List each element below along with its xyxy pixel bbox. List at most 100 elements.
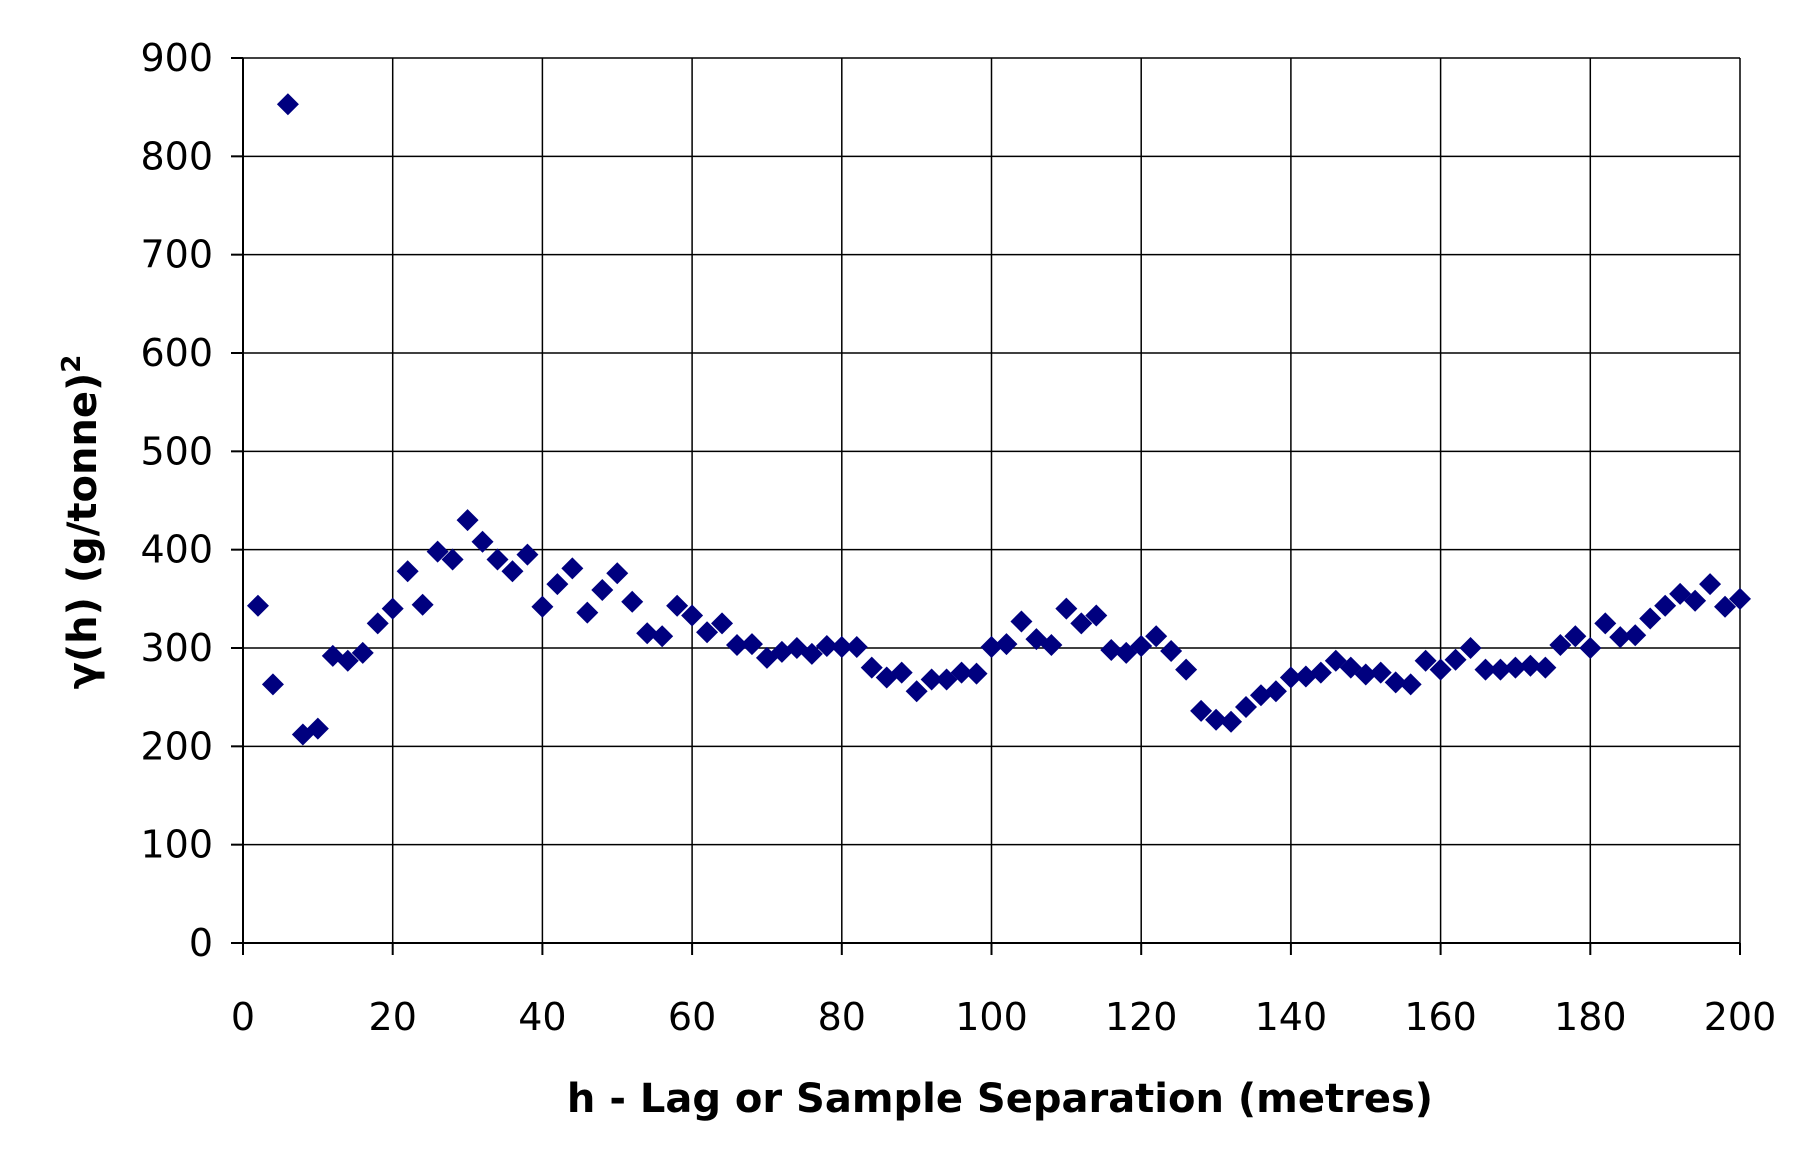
data-point	[1714, 595, 1737, 618]
data-point	[591, 578, 614, 601]
data-point	[261, 673, 284, 696]
x-tick-label: 20	[369, 995, 417, 1039]
data-point	[666, 594, 689, 617]
data-point	[636, 622, 659, 645]
data-point	[1369, 661, 1392, 684]
y-axis-title-main: γ(h) (g/tonne)	[60, 373, 106, 690]
y-tick-label: 900	[140, 36, 213, 80]
data-point	[830, 636, 853, 659]
data-point	[1070, 612, 1093, 635]
data-point	[1729, 587, 1751, 610]
data-points	[246, 93, 1751, 746]
data-point	[1264, 680, 1287, 703]
y-tick-label: 100	[140, 823, 213, 867]
data-point	[1579, 637, 1602, 659]
data-point	[516, 543, 539, 566]
data-point	[1309, 661, 1332, 684]
gridlines	[243, 57, 1741, 943]
x-tick-label: 140	[1255, 995, 1328, 1039]
y-tick-label: 0	[189, 921, 213, 965]
y-tick-label: 600	[140, 331, 213, 375]
y-tick-label: 700	[140, 233, 213, 277]
y-tick-labels: 0 100 200 300 400 500 600 700 800 900	[140, 36, 213, 965]
data-point	[740, 633, 763, 656]
data-point	[411, 593, 434, 616]
data-point	[381, 597, 404, 620]
data-point	[1444, 648, 1467, 671]
x-tick-label: 180	[1554, 995, 1627, 1039]
axes	[231, 57, 1741, 955]
data-point	[845, 636, 868, 659]
data-point	[1354, 663, 1377, 686]
data-point	[1534, 656, 1557, 679]
data-point	[336, 649, 359, 672]
data-point	[1429, 658, 1452, 681]
x-tick-label: 120	[1105, 995, 1178, 1039]
y-tick-label: 200	[140, 724, 213, 768]
data-point	[860, 656, 883, 679]
data-point	[995, 633, 1018, 656]
data-point	[1684, 589, 1707, 612]
x-tick-label: 160	[1404, 995, 1477, 1039]
data-point	[276, 93, 299, 116]
data-point	[1564, 625, 1587, 648]
data-point	[726, 634, 749, 657]
y-axis-title: γ(h) (g/tonne)2	[57, 355, 106, 690]
data-point	[486, 548, 509, 571]
data-point	[471, 530, 494, 553]
data-point	[1190, 699, 1213, 722]
data-point	[1384, 671, 1407, 694]
data-point	[711, 612, 734, 635]
data-point	[1519, 654, 1542, 677]
x-tick-label: 200	[1704, 995, 1777, 1039]
data-point	[1249, 684, 1272, 707]
data-point	[1654, 594, 1677, 617]
data-point	[1459, 637, 1482, 659]
data-point	[621, 590, 644, 613]
data-point	[1220, 710, 1243, 733]
x-tick-label: 80	[818, 995, 866, 1039]
data-point	[576, 601, 599, 624]
data-point	[306, 717, 329, 740]
data-point	[815, 635, 838, 658]
x-tick-label: 60	[668, 995, 716, 1039]
data-point	[1399, 673, 1422, 696]
data-point	[1624, 624, 1647, 647]
data-point	[1085, 604, 1108, 627]
data-point	[531, 595, 554, 618]
data-point	[1594, 612, 1617, 635]
data-point	[1010, 610, 1033, 633]
data-point	[890, 661, 913, 684]
data-point	[1040, 634, 1063, 657]
data-point	[606, 562, 629, 585]
data-point	[1414, 649, 1437, 672]
data-point	[501, 560, 524, 583]
data-point	[770, 640, 793, 663]
data-point	[950, 661, 973, 684]
x-tick-label: 0	[231, 995, 255, 1039]
data-point	[246, 594, 269, 617]
data-point	[426, 540, 449, 563]
y-axis-title-superscript: 2	[57, 355, 87, 373]
data-point	[651, 625, 674, 648]
data-point	[351, 641, 374, 664]
data-point	[561, 557, 584, 580]
data-point	[1639, 607, 1662, 630]
data-point	[1489, 658, 1512, 681]
x-tick-label: 40	[518, 995, 566, 1039]
data-point	[1234, 696, 1257, 718]
data-point	[920, 668, 943, 691]
y-tick-label: 300	[140, 626, 213, 670]
data-point	[681, 604, 704, 627]
data-point	[1474, 658, 1497, 681]
data-point	[1279, 666, 1302, 689]
data-point	[441, 548, 464, 571]
data-point	[546, 573, 569, 596]
data-point	[1055, 597, 1078, 620]
y-tick-label: 500	[140, 429, 213, 473]
x-axis-title: h - Lag or Sample Separation (metres)	[567, 1076, 1433, 1122]
data-point	[905, 680, 928, 703]
data-point	[1160, 639, 1183, 662]
